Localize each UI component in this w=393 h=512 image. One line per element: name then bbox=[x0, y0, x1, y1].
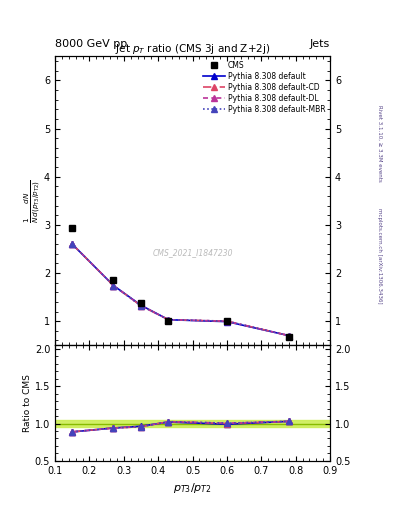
Bar bbox=[55, 420, 330, 427]
Text: CMS_2021_I1847230: CMS_2021_I1847230 bbox=[152, 248, 233, 258]
Legend: CMS, Pythia 8.308 default, Pythia 8.308 default-CD, Pythia 8.308 default-DL, Pyt: CMS, Pythia 8.308 default, Pythia 8.308 … bbox=[200, 58, 329, 117]
Y-axis label: Ratio to CMS: Ratio to CMS bbox=[23, 374, 32, 432]
Y-axis label: $\frac{1}{N}\frac{dN}{d(p_{T3}/p_{T2})}$: $\frac{1}{N}\frac{dN}{d(p_{T3}/p_{T2})}$ bbox=[22, 179, 42, 223]
Text: mcplots.cern.ch [arXiv:1306.3436]: mcplots.cern.ch [arXiv:1306.3436] bbox=[377, 208, 382, 304]
Title: Jet $p_T$ ratio (CMS 3j and Z+2j): Jet $p_T$ ratio (CMS 3j and Z+2j) bbox=[115, 42, 270, 56]
Text: 8000 GeV pp: 8000 GeV pp bbox=[55, 38, 127, 49]
X-axis label: $p_{T3}/p_{T2}$: $p_{T3}/p_{T2}$ bbox=[173, 481, 212, 495]
Text: Jets: Jets bbox=[310, 38, 330, 49]
Text: Rivet 3.1.10, ≥ 3.3M events: Rivet 3.1.10, ≥ 3.3M events bbox=[377, 105, 382, 182]
